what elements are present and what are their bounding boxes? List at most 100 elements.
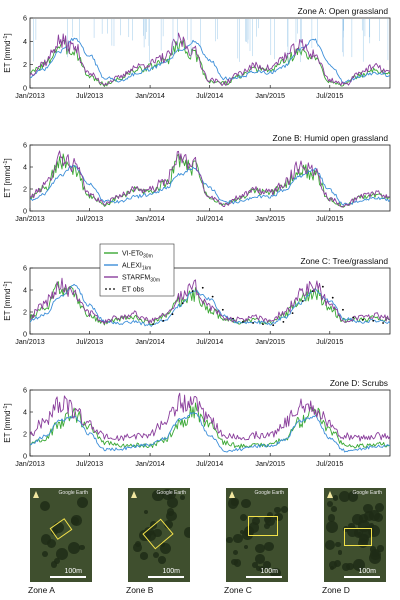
series-line: [30, 281, 390, 326]
y-tick-label: 6: [23, 264, 27, 273]
legend-label: ET obs: [122, 287, 145, 294]
series-line: [30, 412, 390, 453]
tree-canopy: [167, 496, 178, 508]
tree-canopy: [145, 530, 156, 542]
scale-bar: [344, 576, 380, 578]
obs-point: [331, 296, 334, 299]
tree-canopy: [231, 498, 239, 506]
x-tick-label: Jan/2014: [135, 91, 165, 100]
chart-panel: Zone A: Open grassland 0 2 4 6 Jan/2013 Jul/20…: [3, 6, 391, 100]
chart-title: Zone A: Open grassland: [298, 6, 389, 16]
tree-canopy: [325, 521, 338, 534]
tree-canopy: [358, 513, 369, 523]
caption-zone-c: Zone C: [224, 585, 252, 595]
x-tick-label: Jan/2014: [135, 459, 165, 468]
obs-point: [352, 316, 355, 319]
series-line: [30, 150, 390, 208]
obs-point: [242, 321, 244, 323]
obs-point: [291, 312, 294, 314]
chart-panel: Zone D: Scrubs 0 2 4 6 Jan/2013 Jul/2013 Jan/20…: [3, 378, 391, 468]
tree-canopy: [262, 561, 271, 570]
tree-canopy: [251, 517, 260, 526]
footprint-box: [248, 516, 278, 536]
tree-canopy: [338, 550, 343, 555]
tree-canopy: [180, 494, 185, 500]
chart-title: Zone D: Scrubs: [330, 378, 388, 388]
y-tick-label: 4: [23, 37, 27, 46]
tree-canopy: [40, 534, 52, 545]
tree-canopy: [274, 512, 283, 522]
tree-canopy: [77, 496, 89, 508]
tree-canopy: [140, 552, 148, 560]
tree-canopy: [264, 516, 271, 523]
legend-label: ALEXI1km: [122, 263, 151, 272]
legend: VI-ETo30m ALEXI1km STARFM30m ET obs: [99, 243, 175, 297]
obs-point: [162, 319, 165, 322]
tree-canopy: [335, 541, 341, 548]
footprint-box: [344, 528, 372, 546]
obs-point: [382, 322, 384, 324]
tree-canopy: [281, 506, 288, 513]
obs-point: [221, 308, 224, 311]
tree-canopy: [240, 530, 245, 535]
chart-title: Zone B: Humid open grassland: [273, 133, 389, 143]
tree-canopy: [183, 527, 190, 538]
y-tick-label: 2: [23, 430, 27, 439]
tree-canopy: [133, 543, 142, 552]
tree-canopy: [270, 567, 282, 579]
scale-label: 100m: [64, 568, 82, 575]
series-line: [30, 39, 390, 87]
tree-canopy: [144, 510, 149, 515]
tree-canopy: [233, 533, 243, 544]
tree-canopy: [252, 561, 259, 568]
tree-canopy: [326, 500, 333, 507]
y-tick-label: 2: [23, 60, 27, 69]
series-group: [30, 150, 390, 208]
tree-canopy: [370, 546, 377, 553]
x-tick-label: Jul/2013: [76, 91, 103, 100]
tree-canopy: [258, 565, 265, 572]
x-tick-label: Jul/2013: [76, 214, 103, 223]
series-line: [30, 283, 390, 327]
y-tick-label: 0: [23, 452, 27, 461]
y-tick-label: 6: [23, 14, 27, 23]
tree-canopy: [248, 522, 260, 533]
scale-label: 100m: [260, 568, 278, 575]
tree-canopy: [267, 512, 274, 519]
series-line: [30, 32, 390, 87]
north-arrow-icon: [327, 491, 333, 498]
tree-canopy: [333, 559, 341, 567]
obs-point: [181, 302, 184, 305]
obs-point: [342, 308, 344, 311]
tree-canopy: [164, 519, 174, 530]
tree-canopy: [341, 562, 351, 572]
tree-canopy: [274, 506, 281, 514]
tree-canopy: [233, 558, 242, 567]
plot-frame: [29, 17, 391, 89]
x-tick-label: Jan/2013: [15, 459, 45, 468]
scale-label: 100m: [162, 568, 180, 575]
x-tick-label: Jul/2013: [76, 337, 103, 346]
legend-dot-swatch: [105, 288, 107, 290]
scale-bar: [50, 576, 86, 578]
tree-canopy: [327, 514, 336, 522]
x-tick-label: Jan/2013: [15, 337, 45, 346]
tree-canopy: [367, 525, 380, 538]
caption-zone-d: Zone D: [322, 585, 350, 595]
tree-canopy: [241, 498, 251, 509]
y-tick-label: 2: [23, 185, 27, 194]
x-tick-label: Jan/2014: [135, 214, 165, 223]
obs-point: [252, 322, 255, 324]
tree-canopy: [56, 548, 68, 561]
tree-canopy: [79, 544, 85, 550]
tree-canopy: [374, 512, 384, 522]
tree-canopy: [377, 545, 384, 552]
tree-canopy: [346, 525, 359, 538]
tree-canopy: [153, 528, 162, 538]
series-line: [30, 153, 390, 208]
tree-canopy: [348, 522, 356, 530]
legend-label: VI-ETo30m: [122, 251, 153, 260]
obs-point: [191, 290, 194, 292]
watermark: Google Earth: [254, 490, 284, 496]
scale-label: 100m: [358, 568, 376, 575]
